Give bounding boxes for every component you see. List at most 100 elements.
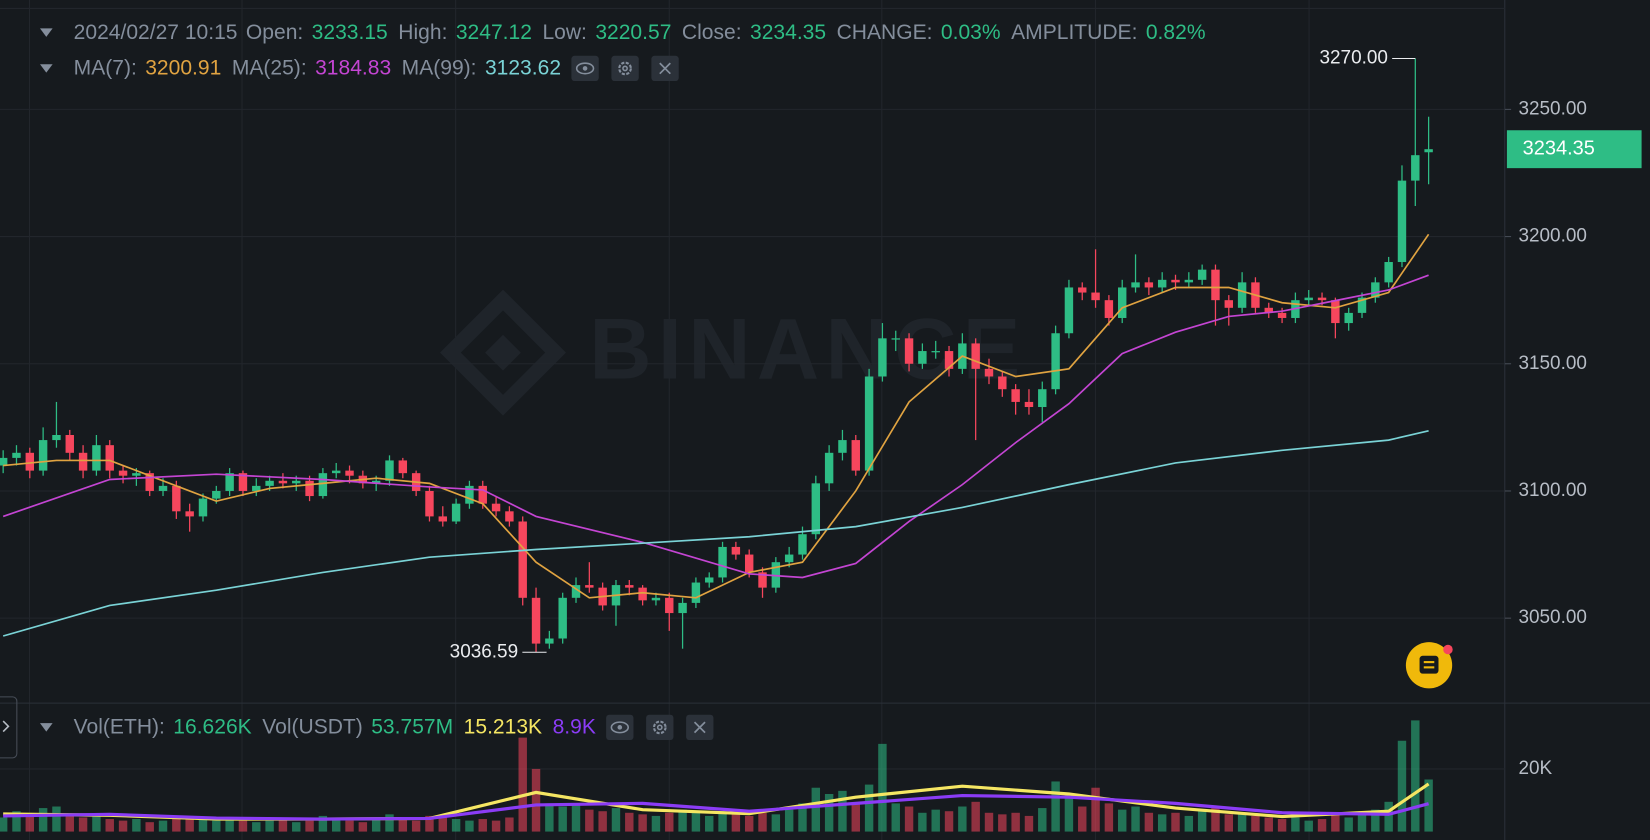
candle-body [838, 440, 847, 453]
volume-bar [585, 809, 594, 832]
candle-body [585, 585, 594, 588]
left-panel-toggle[interactable] [0, 696, 18, 759]
settings-glyph [653, 720, 667, 735]
ma-line [3, 233, 1430, 599]
volume-bar [1331, 814, 1340, 832]
volume-bar [92, 814, 101, 832]
ma-label: MA(7): [73, 56, 137, 80]
candle-body [864, 376, 874, 471]
last-price-label: 3234.35 [1523, 137, 1595, 159]
candle-body [212, 490, 221, 499]
volume-bar [971, 801, 980, 832]
candle-body [811, 483, 821, 535]
candle-body [798, 534, 807, 555]
header-value: 3233.15 [311, 20, 388, 44]
volume-bar [518, 737, 527, 832]
volume-bar [864, 784, 874, 832]
volume-bar [1051, 781, 1060, 832]
volume-bar [105, 819, 114, 832]
candle-body [145, 473, 154, 491]
volume-bar [784, 809, 794, 832]
candle-body [398, 460, 408, 474]
candle-body [278, 480, 288, 484]
toggle-visibility[interactable] [571, 55, 599, 82]
candle-body [1344, 312, 1353, 324]
volume-bar [1064, 793, 1074, 832]
ma-label: MA(99): [401, 56, 477, 80]
assistant-button[interactable] [1405, 642, 1453, 689]
volume-bar [451, 819, 461, 832]
volume-bar [918, 812, 927, 832]
volume-bar [1277, 819, 1287, 832]
toggle-visibility-glyph [576, 62, 595, 75]
header-label: Low: [542, 20, 587, 44]
volume-value: 53.757M [371, 715, 454, 739]
candle-body [1371, 282, 1380, 298]
candle-body [465, 485, 474, 504]
volume-bar [465, 820, 474, 832]
volume-bar [1184, 815, 1194, 832]
volume-bar [625, 812, 634, 832]
toggle-visibility[interactable] [606, 714, 634, 740]
volume-bar [0, 817, 8, 832]
candle-body [931, 351, 940, 353]
candle-body [718, 546, 727, 578]
volume-bar [425, 815, 434, 832]
volume-bar [611, 808, 621, 832]
volume-bar [1317, 819, 1327, 832]
volume-bar [25, 815, 35, 832]
volume-bar [878, 743, 887, 832]
volume-bar [411, 820, 421, 832]
candle-body [1078, 287, 1087, 293]
volume-bar [691, 812, 701, 832]
ma-value: 3123.62 [484, 56, 562, 80]
grid: 3050.00 3100.00 3150.00 3200.00 3250.00 20K [0, 98, 1587, 779]
volume-bar [132, 819, 141, 832]
volume-bar [252, 822, 261, 832]
candle-body [1131, 282, 1140, 288]
volume-bar [1411, 720, 1420, 832]
settings[interactable] [611, 55, 639, 82]
volume-bar [12, 811, 21, 832]
volume-bar [38, 808, 48, 832]
candle-body [1091, 292, 1100, 301]
collapse-arrows[interactable] [39, 28, 53, 732]
volume-bar [798, 803, 807, 832]
volume-value: 16.626K [173, 715, 252, 739]
candle-body [1171, 279, 1180, 283]
volume-bar [1224, 814, 1234, 832]
header-value: 3234.35 [750, 20, 827, 44]
settings-glyph [618, 61, 633, 76]
volume-ma-value: 8.9K [552, 715, 596, 739]
volume-bar [531, 768, 541, 832]
settings[interactable] [646, 714, 674, 740]
header-value: 3247.12 [455, 20, 532, 44]
candle-body [238, 473, 248, 491]
close[interactable] [686, 714, 714, 740]
volume-bar [1171, 812, 1180, 832]
volume-bar [718, 811, 727, 832]
volume-bar [731, 814, 741, 832]
volume-bar [984, 812, 994, 832]
volume-bar [1211, 806, 1220, 832]
candle-body [451, 503, 461, 522]
volume-bar [1157, 814, 1167, 832]
volume-bar [1078, 806, 1087, 832]
volume-bar [238, 820, 248, 832]
volume-label: Vol(ETH): [73, 715, 165, 739]
ma-header: MA(7): 3200.91 MA(25): 3184.83 MA(99): 3123.6… [74, 54, 692, 83]
candle-body [118, 470, 128, 476]
volume-bar [571, 803, 581, 832]
candle-body [1157, 279, 1167, 288]
volume-bar [824, 793, 834, 832]
candle-body [944, 351, 954, 369]
volume-bar [651, 815, 661, 832]
candle-body [385, 460, 394, 481]
candle-body [1184, 279, 1194, 283]
close[interactable] [651, 55, 679, 82]
volume-header: Vol(ETH): 16.626K Vol(USDT) 53.757M 15.213K 8… [74, 713, 727, 742]
volume-bar [545, 803, 554, 832]
ma-line [2, 430, 1429, 637]
volume-bar [65, 815, 74, 832]
volume-bar [78, 817, 88, 832]
